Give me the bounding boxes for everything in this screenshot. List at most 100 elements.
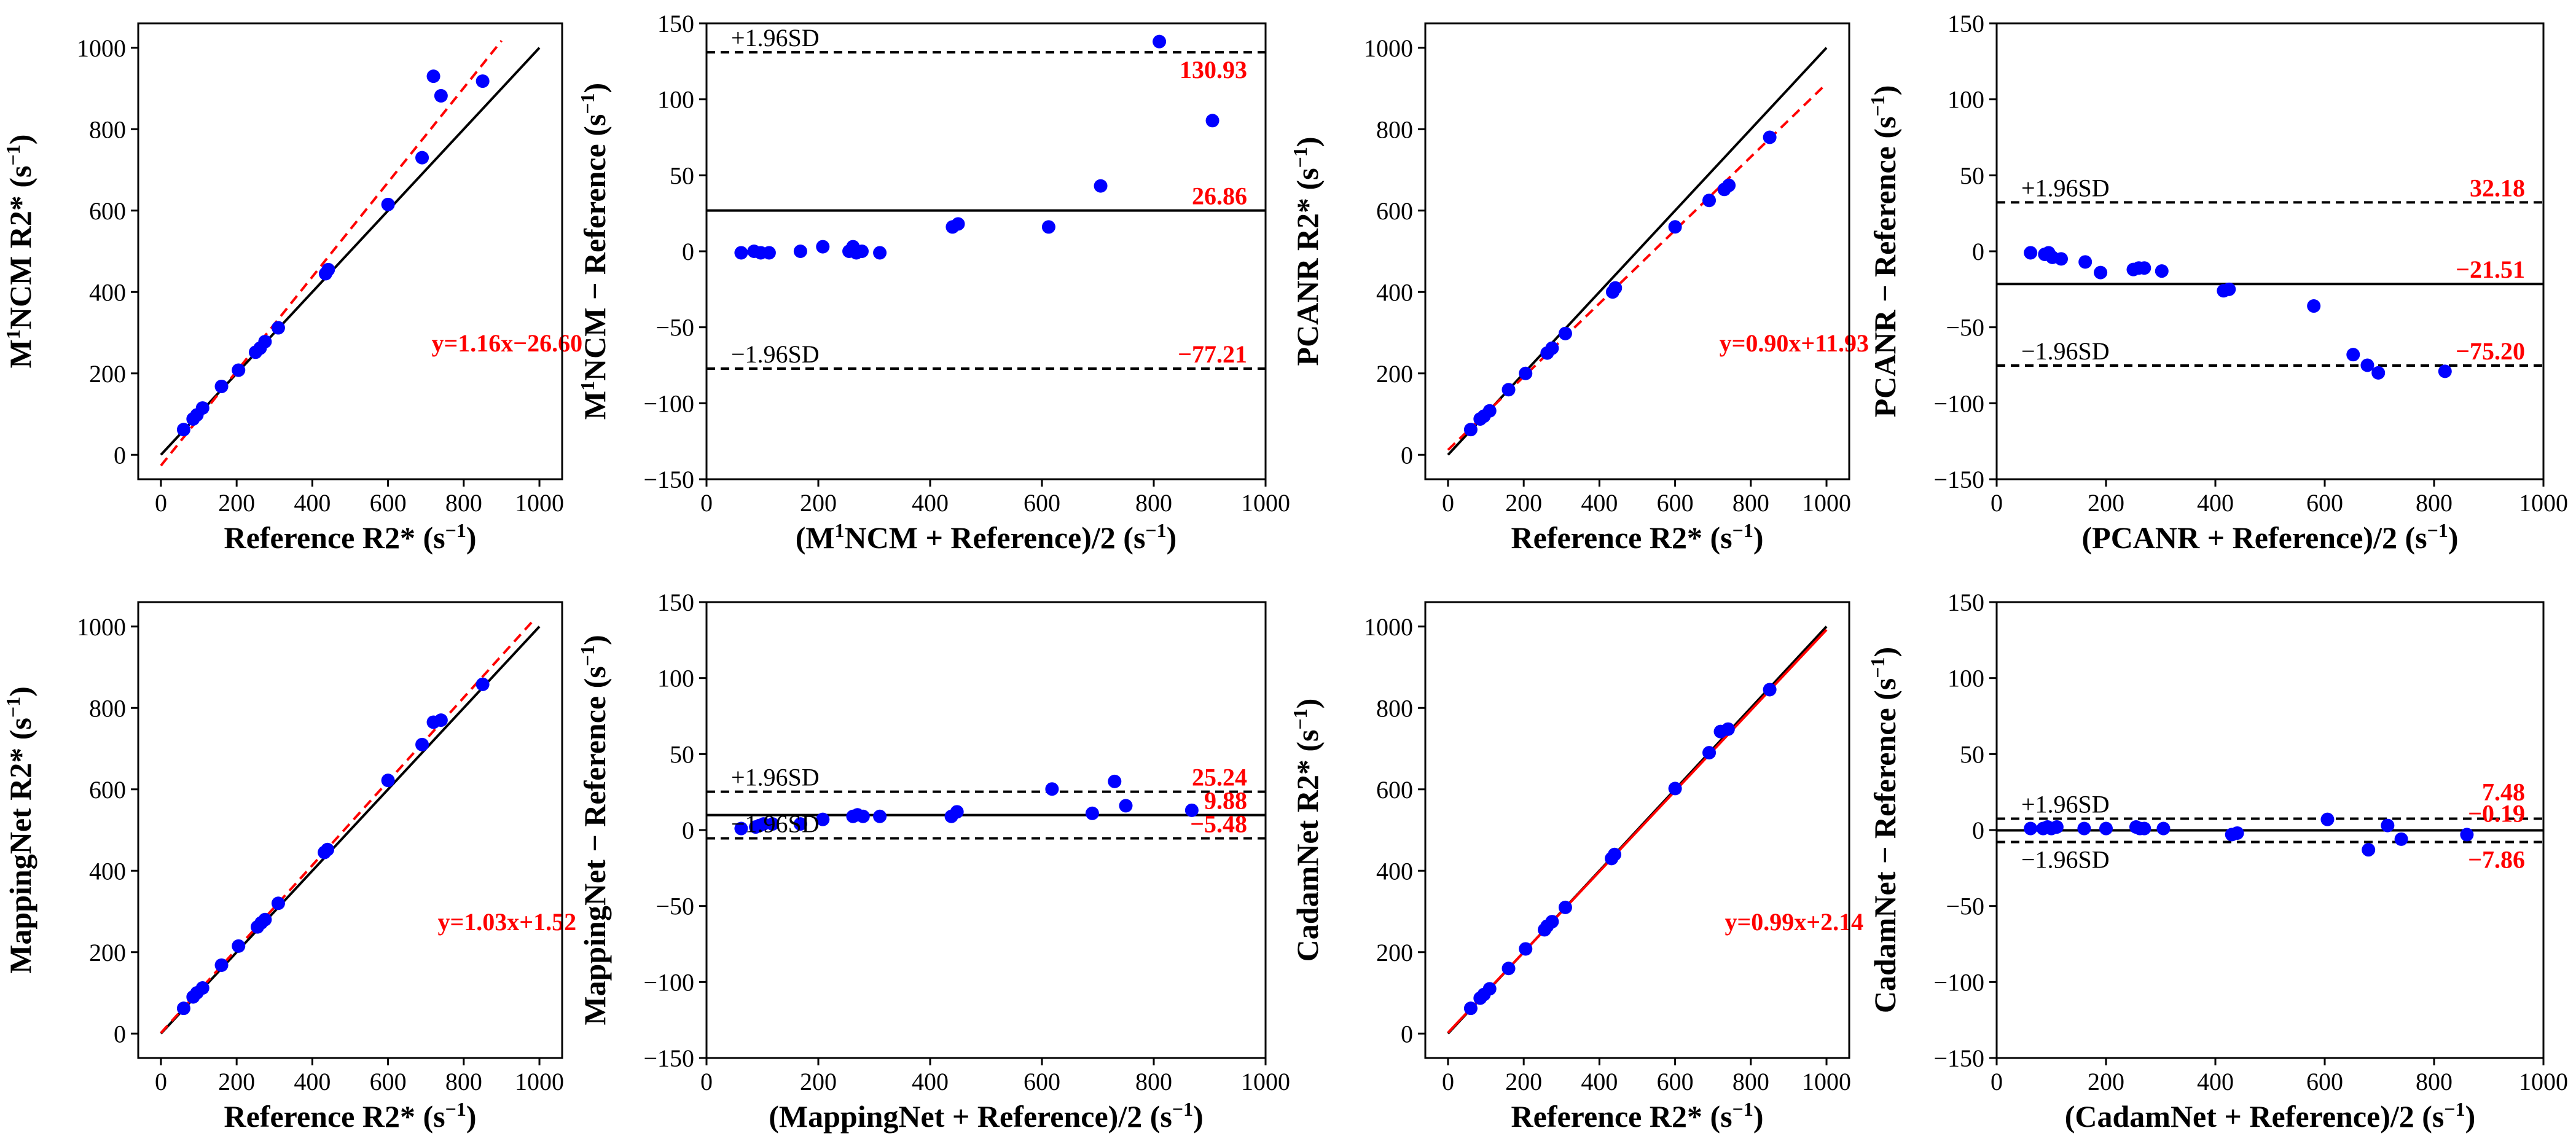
data-point — [2049, 820, 2064, 834]
lower-limit-value: −75.20 — [2456, 337, 2525, 365]
x-tick-label: 0 — [1442, 1068, 1454, 1095]
y-tick-label: 0 — [1972, 817, 1984, 844]
data-point — [1119, 799, 1133, 813]
y-tick-label: 400 — [89, 278, 126, 306]
plot-area — [1997, 201, 2543, 380]
y-tick-label: 800 — [1376, 116, 1413, 143]
upper-sd-label: +1.96SD — [2021, 790, 2110, 818]
x-tick-label: 1000 — [1802, 1068, 1851, 1095]
data-point — [381, 197, 395, 211]
lower-limit-value: −77.21 — [1178, 340, 1247, 368]
x-axis-label: (PCANR + Reference)/2 (s−1) — [2082, 519, 2459, 555]
data-point — [1085, 806, 1099, 820]
data-point — [426, 69, 440, 84]
data-point — [176, 423, 190, 437]
x-tick-label: 800 — [1732, 489, 1769, 517]
plot-area — [1447, 625, 1828, 1035]
x-tick-label: 0 — [1442, 489, 1454, 517]
fit-line — [160, 619, 535, 1034]
x-tick-label: 400 — [2197, 489, 2234, 517]
y-tick-label: 0 — [682, 238, 694, 265]
data-point — [1545, 341, 1559, 355]
mean-value: −0.19 — [2468, 799, 2525, 827]
data-point — [2230, 826, 2244, 840]
data-point — [873, 246, 887, 260]
upper-limit-value: 7.48 — [2482, 778, 2525, 805]
y-tick-label: 400 — [1376, 278, 1413, 306]
y-tick-label: −50 — [656, 893, 694, 920]
fit-equation: y=1.16x−26.60 — [432, 329, 583, 357]
y-tick-label: 150 — [1948, 10, 1984, 37]
y-tick-label: 800 — [1376, 694, 1413, 722]
plot-area — [160, 39, 541, 467]
x-tick-label: 600 — [1657, 1068, 1694, 1095]
y-tick-label: 150 — [1948, 589, 1984, 616]
data-point — [1153, 34, 1167, 49]
data-point — [214, 379, 229, 393]
data-point — [1668, 782, 1682, 796]
y-axis-label: MappingNet R2* (s−1) — [2, 686, 37, 974]
fit-equation: y=0.99x+2.14 — [1725, 908, 1864, 936]
fit-equation: y=0.90x+11.93 — [1720, 329, 1869, 357]
y-tick-label: 0 — [682, 817, 694, 844]
x-tick-label: 200 — [800, 1068, 837, 1095]
data-point — [381, 774, 395, 788]
x-axis-label: (M1NCM + Reference)/2 (s−1) — [796, 519, 1177, 555]
x-tick-label: 400 — [1581, 489, 1618, 517]
data-point — [951, 217, 965, 231]
data-point — [734, 821, 748, 836]
chart-4: +1.96SD −1.96SD 32.18 −21.51 −75.20 0 200 400 60… — [1866, 10, 2568, 555]
y-tick-label: −150 — [1933, 466, 1984, 493]
x-tick-label: 200 — [1505, 489, 1542, 517]
lower-sd-label: −1.96SD — [731, 340, 820, 368]
data-point — [321, 262, 335, 276]
y-tick-label: −100 — [643, 390, 694, 417]
data-point — [271, 321, 285, 335]
data-point — [1668, 220, 1682, 234]
data-point — [1482, 982, 1497, 996]
x-tick-label: 800 — [445, 1068, 482, 1095]
data-point — [2137, 261, 2151, 275]
x-tick-label: 400 — [294, 1068, 331, 1095]
y-tick-label: 400 — [89, 857, 126, 885]
x-axis-label: Reference R2* (s−1) — [1511, 519, 1764, 555]
y-tick-label: 600 — [89, 197, 126, 225]
plot-frame — [705, 22, 1267, 480]
x-tick-label: 0 — [1991, 489, 2003, 517]
data-point — [2156, 821, 2171, 836]
chart-6: +1.96SD −1.96SD 25.249.88−5.48 0 200 400 600 80… — [576, 589, 1290, 1134]
x-axis-label: Reference R2* (s−1) — [1511, 1098, 1764, 1134]
data-point — [2024, 246, 2038, 260]
x-tick-label: 200 — [2088, 1068, 2124, 1095]
data-point — [2381, 818, 2395, 833]
data-point — [2438, 364, 2452, 378]
x-tick-label: 600 — [2306, 1068, 2343, 1095]
y-tick-label: 1000 — [1364, 613, 1413, 641]
data-point — [1722, 178, 1736, 192]
x-tick-label: 400 — [2197, 1068, 2234, 1095]
x-tick-label: 600 — [1024, 489, 1060, 517]
y-axis-label: M1NCM − Reference (s−1) — [576, 83, 612, 420]
upper-limit-value: 25.24 — [1192, 764, 1247, 791]
x-axis-label: Reference R2* (s−1) — [224, 519, 477, 555]
y-axis-label: PCANR R2* (s−1) — [1289, 136, 1325, 366]
data-point — [1558, 900, 1572, 914]
plot-area — [160, 619, 541, 1035]
x-tick-label: 400 — [1581, 1068, 1618, 1095]
x-tick-label: 200 — [218, 1068, 255, 1095]
data-point — [434, 713, 448, 727]
x-tick-label: 200 — [218, 489, 255, 517]
data-point — [2137, 821, 2151, 836]
x-tick-label: 400 — [294, 489, 331, 517]
identity-line — [160, 47, 541, 456]
data-point — [793, 817, 807, 831]
data-point — [1558, 326, 1572, 340]
y-tick-label: 400 — [1376, 857, 1413, 885]
data-point — [271, 896, 285, 911]
x-tick-label: 1000 — [1241, 1068, 1290, 1095]
data-point — [2346, 348, 2360, 362]
y-tick-label: 800 — [89, 694, 126, 722]
y-tick-label: 50 — [1960, 740, 1984, 768]
data-point — [734, 246, 748, 260]
